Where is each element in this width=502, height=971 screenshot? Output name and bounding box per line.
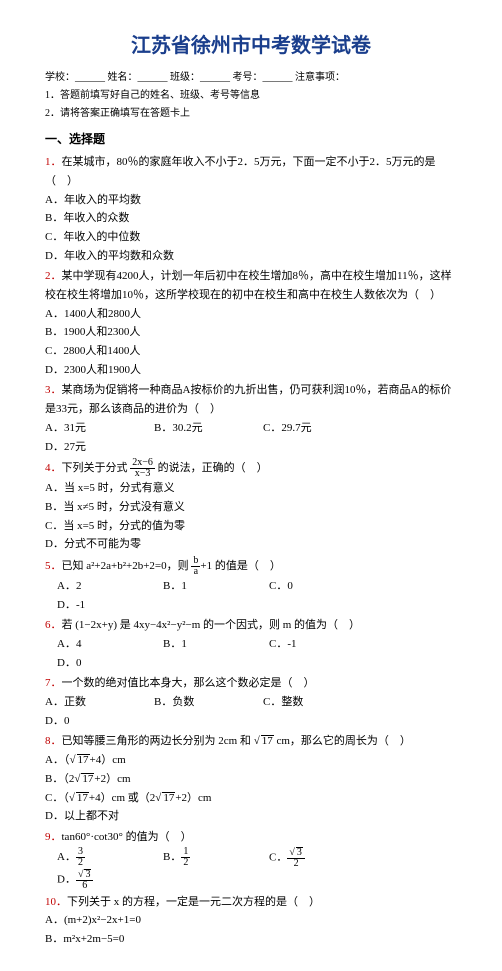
q7-num: 7． [45, 677, 62, 689]
q5-opt-a: A．2 [57, 577, 163, 596]
q8-opt-c: C．（√17+4）cm 或（2√17+2）cm [45, 789, 360, 808]
q10-text: 下列关于 x 的方程，一定是一元二次方程的是（ ） [67, 896, 320, 908]
q7-text: 一个数的绝对值比本身大，那么这个数必定是（ ） [62, 677, 315, 689]
q4-text-b: 的说法，正确的（ ） [158, 462, 268, 474]
q5-num: 5． [45, 560, 62, 572]
q4-opt-c: C．当 x=5 时，分式的值为零 [45, 517, 257, 536]
question-6: 6．若 (1−2x+y) 是 4xy−4x²−y²−m 的一个因式，则 m 的值… [45, 616, 457, 672]
sqrt17-icon: √17 [254, 735, 274, 747]
q4-text-a: 下列关于分式 [62, 462, 128, 474]
q4-fraction: 2x−6x−3 [130, 458, 155, 479]
q2-text: 某中学现有4200人，计划一年后初中在校生增加8％，高中在校生增加11％，这样校… [45, 270, 452, 301]
info-prefix: 学校：______ 姓名：______ 班级：______ 考号：______ … [45, 70, 457, 86]
q6-opt-d: D．0 [57, 654, 163, 673]
q2-opt-a: A．1400人和2800人 [45, 305, 257, 324]
q6-num: 6． [45, 619, 62, 631]
question-1: 1．在某城市，80％的家庭年收入不小于2．5万元，下面一定不小于2．5万元的是（… [45, 153, 457, 265]
q5-text-b: 的值是（ ） [215, 560, 281, 572]
q6-opt-c: C．-1 [269, 635, 375, 654]
q3-num: 3． [45, 384, 62, 396]
question-2: 2．某中学现有4200人，计划一年后初中在校生增加8％，高中在校生增加11％，这… [45, 267, 457, 379]
question-9: 9．tan60°·cot30° 的值为（ ） A．32 B．12 C．√32 D… [45, 828, 457, 891]
q10-num: 10． [45, 896, 67, 908]
q7-opt-b: B．负数 [154, 693, 263, 712]
section-1-title: 一、选择题 [45, 130, 457, 149]
q3-text: 某商场为促销将一种商品A按标价的九折出售，仍可获利润10％，若商品A的标价是33… [45, 384, 451, 415]
question-3: 3．某商场为促销将一种商品A按标价的九折出售，仍可获利润10％，若商品A的标价是… [45, 381, 457, 456]
info-line2: 2．请将答案正确填写在答题卡上 [45, 106, 457, 122]
q6-opt-b: B．1 [163, 635, 269, 654]
q9-num: 9． [45, 831, 62, 843]
question-4: 4．下列关于分式 2x−6x−3 的说法，正确的（ ） A．当 x=5 时，分式… [45, 458, 457, 554]
question-7: 7．一个数的绝对值比本身大，那么这个数必定是（ ） A．正数 B．负数 C．整数… [45, 674, 457, 730]
q2-opt-c: C．2800人和1400人 [45, 342, 257, 361]
q5-opt-d: D．-1 [57, 596, 163, 615]
q8-text-b: cm，那么它的周长为（ ） [276, 735, 410, 747]
q4-opt-a: A．当 x=5 时，分式有意义 [45, 479, 257, 498]
q1-opt-d: D．年收入的平均数和众数 [45, 247, 257, 266]
doc-title: 江苏省徐州市中考数学试卷 [45, 30, 457, 62]
q9-opt-b: B．12 [163, 847, 269, 869]
q5-opt-c: C．0 [269, 577, 375, 596]
q3-opt-d: D．27元 [45, 438, 154, 457]
q1-num: 1． [45, 156, 62, 168]
q7-opt-c: C．整数 [263, 693, 372, 712]
q8-text-a: 已知等腰三角形的两边长分别为 2cm 和 [62, 735, 251, 747]
q10-opt-a: A．(m+2)x²−2x+1=0 [45, 911, 257, 930]
page: 江苏省徐州市中考数学试卷 学校：______ 姓名：______ 班级：____… [0, 0, 502, 971]
q10-opt-b: B．m²x+2m−5=0 [45, 930, 257, 949]
q2-num: 2． [45, 270, 62, 282]
q8-opt-b: B．（2√17+2）cm [45, 770, 257, 789]
question-10: 10．下列关于 x 的方程，一定是一元二次方程的是（ ） A．(m+2)x²−2… [45, 893, 457, 949]
q3-opt-b: B．30.2元 [154, 419, 263, 438]
q9-opt-a: A．32 [57, 847, 163, 869]
q8-num: 8． [45, 735, 62, 747]
q9-text: tan60°·cot30° 的值为（ ） [62, 831, 192, 843]
q2-opt-b: B．1900人和2300人 [45, 323, 257, 342]
q8-opt-d: D．以上都不对 [45, 807, 154, 826]
q9-opt-d: D．√36 [57, 869, 163, 891]
q4-num: 4． [45, 462, 62, 474]
q5-text-a: 已知 a²+2a+b²+2b+2=0，则 [62, 560, 189, 572]
q3-opt-c: C．29.7元 [263, 419, 372, 438]
question-5: 5．已知 a²+2a+b²+2b+2=0，则 ba+1 的值是（ ） A．2 B… [45, 556, 457, 614]
q6-opt-a: A．4 [57, 635, 163, 654]
q1-opt-b: B．年收入的众数 [45, 209, 257, 228]
q4-opt-b: B．当 x≠5 时，分式没有意义 [45, 498, 257, 517]
q7-opt-d: D．0 [45, 712, 154, 731]
q5-opt-b: B．1 [163, 577, 269, 596]
question-8: 8．已知等腰三角形的两边长分别为 2cm 和 √17 cm，那么它的周长为（ ）… [45, 732, 457, 825]
q2-opt-d: D．2300人和1900人 [45, 361, 257, 380]
q3-opt-a: A．31元 [45, 419, 154, 438]
q6-text: 若 (1−2x+y) 是 4xy−4x²−y²−m 的一个因式，则 m 的值为（… [62, 619, 361, 631]
q1-opt-a: A．年收入的平均数 [45, 191, 257, 210]
q7-opt-a: A．正数 [45, 693, 154, 712]
q1-opt-c: C．年收入的中位数 [45, 228, 257, 247]
q4-opt-d: D．分式不可能为零 [45, 535, 257, 554]
q9-opt-c: C．√32 [269, 847, 375, 869]
info-line1: 1．答题前填写好自己的姓名、班级、考号等信息 [45, 88, 457, 104]
q8-opt-a: A．（√17+4）cm [45, 751, 257, 770]
q1-text: 在某城市，80％的家庭年收入不小于2．5万元，下面一定不小于2．5万元的是（ ） [45, 156, 436, 187]
